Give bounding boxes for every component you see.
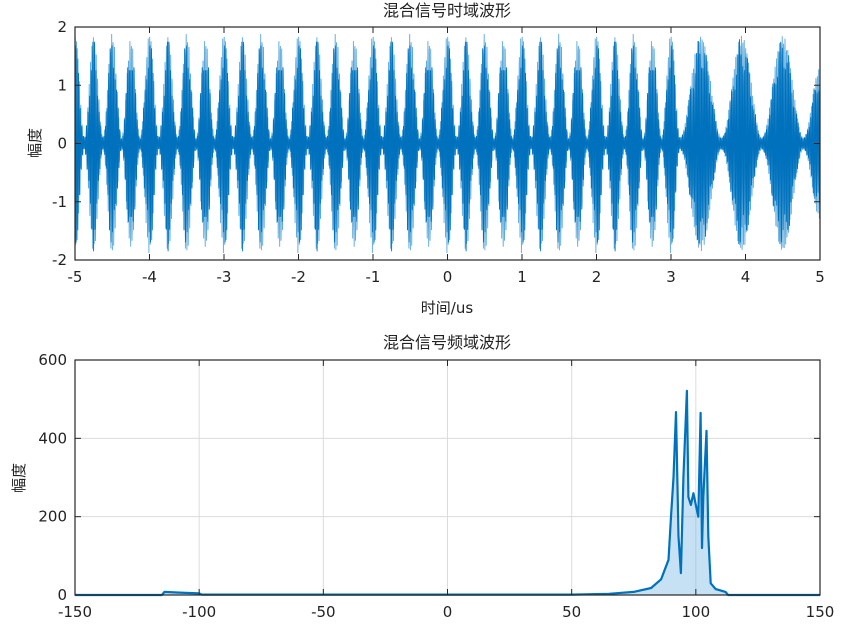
x-tick-label: -3: [217, 268, 232, 286]
time-domain-title: 混合信号时域波形: [383, 1, 511, 20]
x-tick-label: -150: [58, 603, 92, 621]
y-tick-label: -2: [52, 251, 67, 269]
x-tick-label: 4: [741, 268, 751, 286]
x-tick-label: 3: [666, 268, 676, 286]
x-tick-label: -2: [291, 268, 306, 286]
time-signal-line: [74, 39, 821, 252]
y-tick-label: 400: [38, 429, 67, 447]
x-tick-label: -1: [366, 268, 381, 286]
time-domain-xlabel: 时间/us: [421, 299, 474, 317]
x-tick-label: 0: [443, 268, 453, 286]
x-tick-label: 100: [682, 603, 711, 621]
frequency-domain-title: 混合信号频域波形: [383, 333, 511, 352]
time-domain-ylabel: 幅度: [26, 128, 44, 158]
y-tick-label: 600: [38, 351, 67, 369]
y-tick-label: -1: [52, 193, 67, 211]
y-tick-label: 0: [57, 135, 67, 153]
x-tick-label: 50: [562, 603, 581, 621]
x-tick-label: -50: [311, 603, 336, 621]
x-tick-label: -5: [68, 268, 83, 286]
y-tick-label: 1: [57, 76, 67, 94]
x-tick-label: -100: [182, 603, 216, 621]
y-tick-label: 200: [38, 508, 67, 526]
frequency-domain-ylabel: 幅度: [10, 463, 28, 493]
x-tick-label: 5: [815, 268, 825, 286]
x-tick-label: 150: [806, 603, 835, 621]
x-tick-label: -4: [142, 268, 157, 286]
x-tick-label: 1: [517, 268, 527, 286]
x-tick-label: 0: [443, 603, 453, 621]
y-tick-label: 2: [57, 18, 67, 36]
y-tick-label: 0: [57, 586, 67, 604]
x-tick-label: 2: [592, 268, 602, 286]
